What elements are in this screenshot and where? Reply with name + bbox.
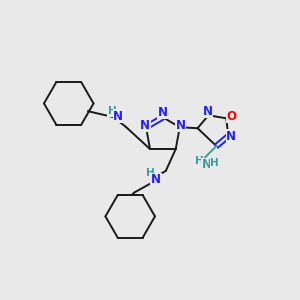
Text: H: H bbox=[146, 168, 154, 178]
Text: N: N bbox=[202, 158, 212, 171]
Text: H: H bbox=[195, 156, 204, 166]
Text: O: O bbox=[226, 110, 236, 123]
Text: N: N bbox=[226, 130, 236, 142]
Text: N: N bbox=[151, 173, 161, 186]
Text: N: N bbox=[202, 105, 212, 118]
Text: H: H bbox=[108, 106, 117, 116]
Text: N: N bbox=[113, 110, 123, 123]
Text: N: N bbox=[158, 106, 168, 119]
Text: N: N bbox=[140, 119, 150, 132]
Text: N: N bbox=[176, 119, 186, 132]
Text: H: H bbox=[210, 158, 219, 168]
